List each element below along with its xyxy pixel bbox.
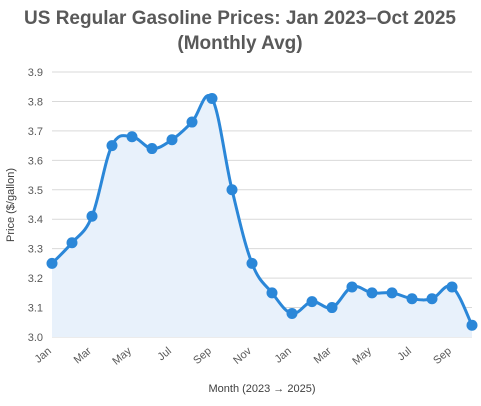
x-tick-label: Jul [395, 345, 413, 363]
y-tick-labels: 3.0 3.1 3.2 3.3 3.4 3.5 3.6 3.7 3.8 3.9 [28, 67, 43, 344]
y-axis-title: Price ($/gallon) [5, 168, 17, 242]
data-point[interactable] [106, 140, 118, 152]
y-tick-label: 3.1 [28, 303, 43, 315]
x-tick-label: Mar [72, 345, 94, 367]
data-point[interactable] [66, 237, 78, 249]
data-point[interactable] [286, 307, 298, 319]
data-point[interactable] [266, 287, 278, 299]
y-tick-label: 3.0 [28, 332, 43, 344]
data-point[interactable] [86, 210, 98, 222]
x-tick-label: Nov [231, 345, 254, 367]
x-tick-label: Mar [312, 345, 334, 367]
data-point[interactable] [466, 319, 478, 331]
x-tick-label: Sep [191, 345, 214, 367]
series-area [52, 95, 472, 337]
x-tick-label: May [350, 345, 374, 368]
line-layer [50, 94, 474, 327]
data-point[interactable] [366, 287, 378, 299]
y-tick-label: 3.2 [28, 273, 43, 285]
data-point[interactable] [126, 131, 138, 143]
data-point[interactable] [46, 257, 58, 269]
y-tick-label: 3.7 [28, 126, 43, 138]
data-point[interactable] [186, 116, 198, 128]
data-point[interactable] [346, 281, 358, 293]
chart-subtitle: (Monthly Avg) [177, 33, 302, 54]
marker-layer [46, 93, 478, 331]
data-point[interactable] [166, 134, 178, 146]
x-tick-label: May [110, 345, 134, 368]
data-point[interactable] [386, 287, 398, 299]
data-point[interactable] [446, 281, 458, 293]
x-tick-label: Sep [431, 345, 454, 367]
x-tick-label: Jan [273, 345, 294, 366]
data-point[interactable] [246, 257, 258, 269]
data-point[interactable] [226, 184, 238, 196]
x-tick-label: Jan [33, 345, 54, 366]
y-tick-label: 3.4 [28, 214, 43, 226]
y-tick-label: 3.5 [28, 185, 43, 197]
y-tick-label: 3.3 [28, 244, 43, 256]
y-tick-label: 3.6 [28, 155, 43, 167]
y-tick-label: 3.9 [28, 67, 43, 79]
chart-title: US Regular Gasoline Prices: Jan 2023–Oct… [24, 8, 456, 29]
x-tick-label: Jul [155, 345, 173, 363]
x-tick-labels: Jan Mar May Jul Sep Nov Jan Mar May Jul Sep [33, 345, 454, 368]
data-point[interactable] [206, 93, 218, 104]
data-point[interactable] [146, 143, 158, 155]
data-point[interactable] [306, 296, 318, 308]
data-point[interactable] [426, 293, 438, 305]
data-point[interactable] [406, 293, 418, 305]
x-axis-title: Month (2023 → 2025) [208, 383, 315, 395]
y-tick-label: 3.8 [28, 96, 43, 108]
series-line [50, 94, 474, 327]
area-layer [52, 95, 472, 337]
data-point[interactable] [326, 302, 338, 314]
